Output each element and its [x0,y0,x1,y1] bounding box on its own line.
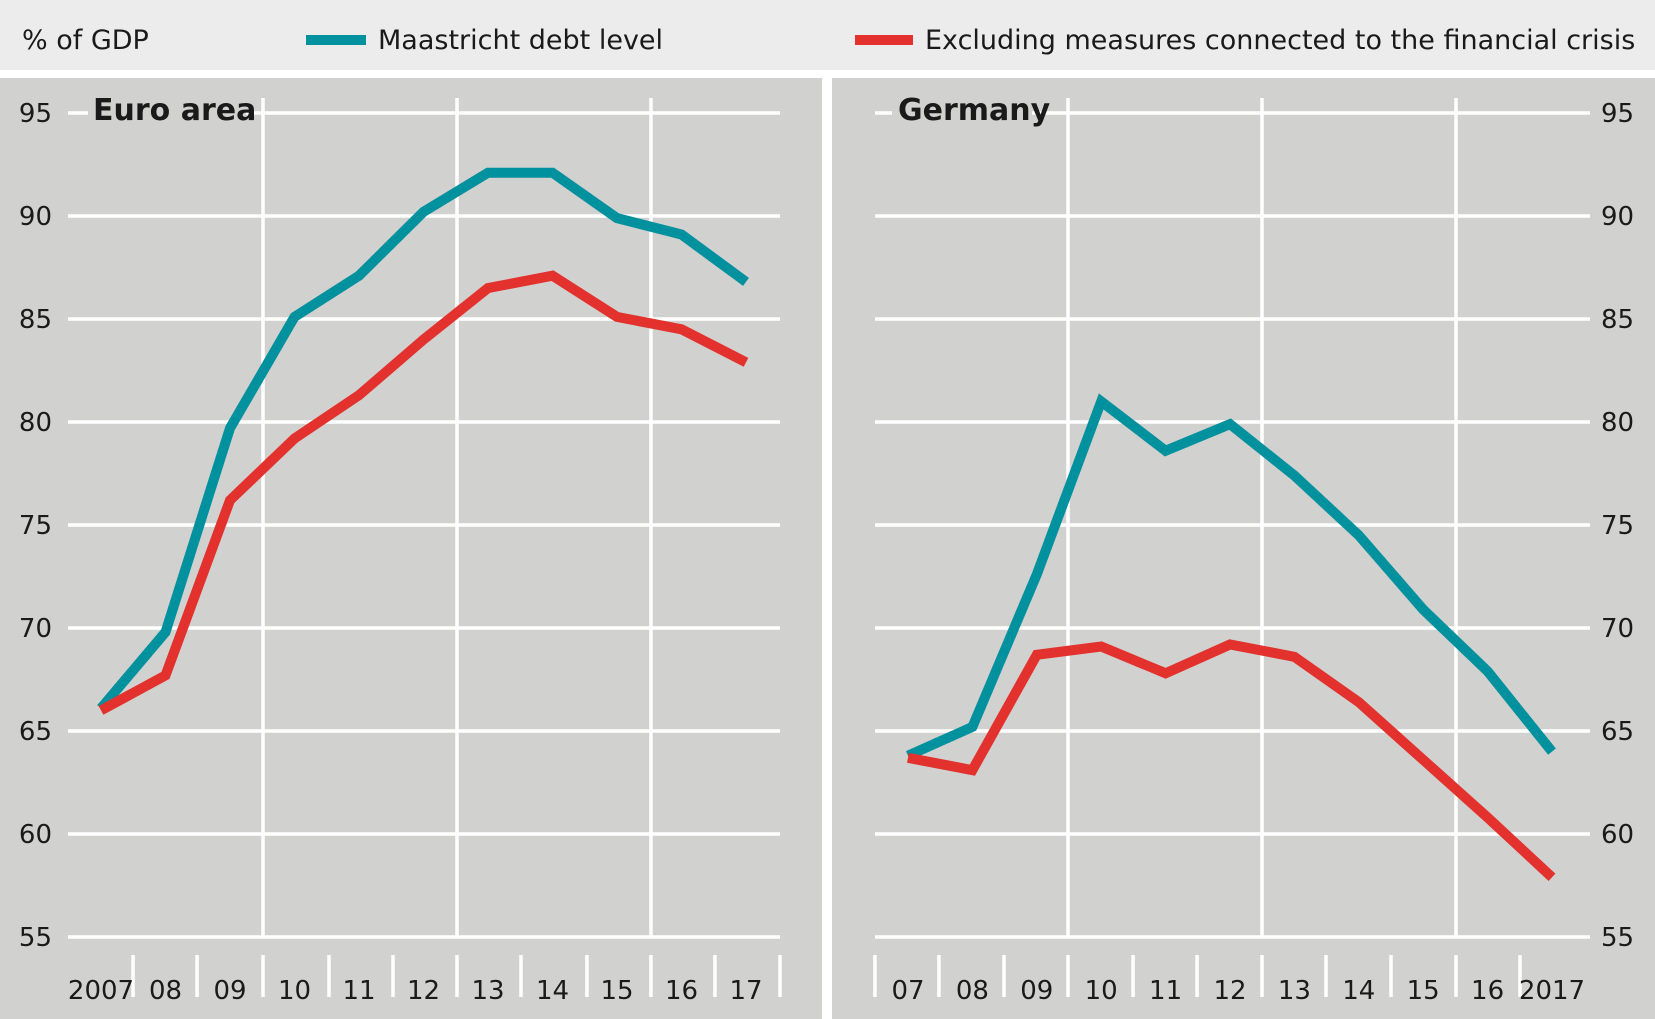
y-tick-label: 60 [1601,820,1634,850]
x-tick-label: 10 [278,976,311,1006]
y-tick-label: 90 [1601,202,1634,232]
panel-title-germany: Germany [898,93,1051,128]
panel-title-euro-area: Euro area [93,93,256,128]
x-tick-label: 10 [1085,976,1118,1006]
y-tick-label: 60 [19,820,52,850]
x-tick-label: 2007 [68,976,134,1006]
panel-germany-background [832,78,1655,1019]
y-tick-label: 70 [19,614,52,644]
unit-label: % of GDP [22,25,149,56]
x-tick-label: 16 [1471,976,1504,1006]
x-tick-label: 13 [471,976,504,1006]
x-tick-label: 16 [665,976,698,1006]
x-tick-label: 09 [213,976,246,1006]
x-tick-label: 14 [536,976,569,1006]
x-tick-label: 13 [1278,976,1311,1006]
series-line-excluding [98,270,749,715]
y-tick-label: 65 [19,717,52,747]
panel-title-background [88,90,246,132]
y-tick-label: 80 [19,408,52,438]
legend-label-maastricht: Maastricht debt level [378,25,663,56]
x-tick-label: 08 [956,976,989,1006]
y-tick-label: 65 [1601,717,1634,747]
x-tick-label: 08 [149,976,182,1006]
x-tick-label: 09 [1020,976,1053,1006]
x-tick-label: 11 [1149,976,1182,1006]
series-line-maastricht [905,393,1556,761]
panel-title-background [892,90,1032,132]
x-tick-label: 12 [407,976,440,1006]
panel-euro-area: 55 60 65 70 75 80 85 90 95 2007 08 09 10 11 12 13 14 15 16… [19,90,782,1006]
x-tick-label: 07 [891,976,924,1006]
y-tick-label: 75 [19,511,52,541]
y-tick-label: 75 [1601,511,1634,541]
series-line-excluding [907,639,1556,881]
y-tick-label: 55 [1601,923,1634,953]
header-background [0,0,1655,70]
y-tick-label: 80 [1601,408,1634,438]
series-line-maastricht [97,167,749,712]
y-tick-label: 85 [19,305,52,335]
panel-germany: 55 60 65 70 75 80 85 90 95 07 08 09 10 11 12 13 14 15 16 20… [873,90,1634,1006]
y-tick-label: 90 [19,202,52,232]
y-tick-label: 85 [1601,305,1634,335]
x-tick-label: 12 [1213,976,1246,1006]
x-tick-label: 17 [729,976,762,1006]
y-tick-label: 70 [1601,614,1634,644]
y-tick-label: 95 [19,99,52,129]
x-tick-label: 15 [1407,976,1440,1006]
x-tick-label: 14 [1342,976,1375,1006]
y-tick-label: 55 [19,923,52,953]
x-tick-label: 2017 [1519,976,1585,1006]
y-tick-label: 95 [1601,99,1634,129]
x-tick-label: 11 [342,976,375,1006]
x-tick-label: 15 [600,976,633,1006]
legend: Maastricht debt level Excluding measures… [306,25,1635,56]
legend-label-excluding: Excluding measures connected to the fina… [925,25,1635,56]
